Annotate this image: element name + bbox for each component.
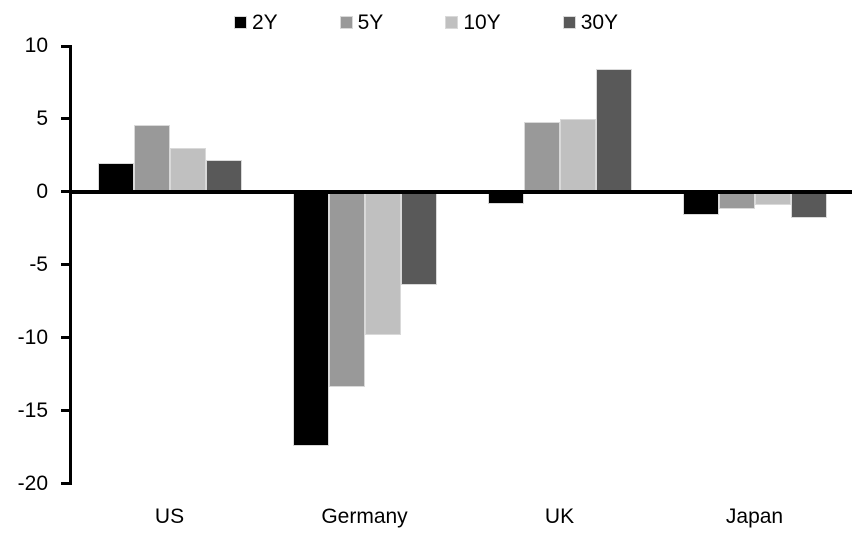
legend-item-2y: 2Y	[233, 10, 278, 34]
bar-germany-10y	[364, 191, 401, 335]
legend-item-5y: 5Y	[339, 10, 384, 34]
y-tick-label: 10	[24, 34, 48, 57]
legend-label: 30Y	[580, 10, 619, 34]
y-tick-label: 0	[36, 179, 48, 203]
y-tick-label: -20	[17, 471, 48, 495]
bar-uk-10y	[559, 118, 596, 192]
y-tick	[61, 336, 70, 340]
x-category-label: US	[154, 505, 185, 528]
y-tick-label: -10	[17, 325, 48, 349]
bar-germany-30y	[400, 191, 437, 286]
y-tick	[61, 44, 70, 48]
legend-swatch-icon	[445, 15, 459, 29]
legend-label: 5Y	[357, 10, 384, 34]
legend-item-10y: 10Y	[445, 10, 501, 34]
bar-japan-30y	[790, 191, 827, 219]
zero-axis-line	[69, 189, 852, 194]
chart-legend: 2Y 5Y 10Y 30Y	[0, 8, 852, 36]
y-tick	[61, 117, 70, 121]
y-tick	[61, 482, 70, 486]
bar-japan-2y	[682, 191, 719, 216]
y-tick	[61, 263, 70, 267]
y-tick	[61, 409, 70, 413]
legend-label: 10Y	[463, 10, 501, 34]
legend-label: 2Y	[251, 10, 278, 34]
x-category-label: UK	[544, 505, 575, 528]
bar-us-5y	[133, 124, 170, 192]
x-category-label: Japan	[725, 505, 784, 528]
y-axis-line	[69, 44, 72, 486]
y-tick-label: 5	[36, 106, 48, 130]
bar-germany-5y	[328, 191, 365, 388]
legend-swatch-icon	[233, 15, 247, 29]
y-tick-label: -5	[29, 252, 48, 276]
bar-uk-30y	[595, 69, 632, 192]
legend-swatch-icon	[339, 15, 353, 29]
legend-item-30y: 30Y	[562, 10, 619, 34]
x-category-label: Germany	[321, 505, 408, 528]
bar-germany-2y	[292, 191, 329, 446]
bar-us-10y	[169, 148, 206, 192]
y-tick	[61, 190, 70, 194]
bar-us-30y	[205, 159, 242, 192]
bar-us-2y	[97, 162, 134, 192]
legend-swatch-icon	[562, 15, 576, 29]
bar-japan-5y	[718, 191, 755, 210]
bar-uk-5y	[523, 121, 560, 192]
y-tick-label: -15	[17, 398, 48, 422]
